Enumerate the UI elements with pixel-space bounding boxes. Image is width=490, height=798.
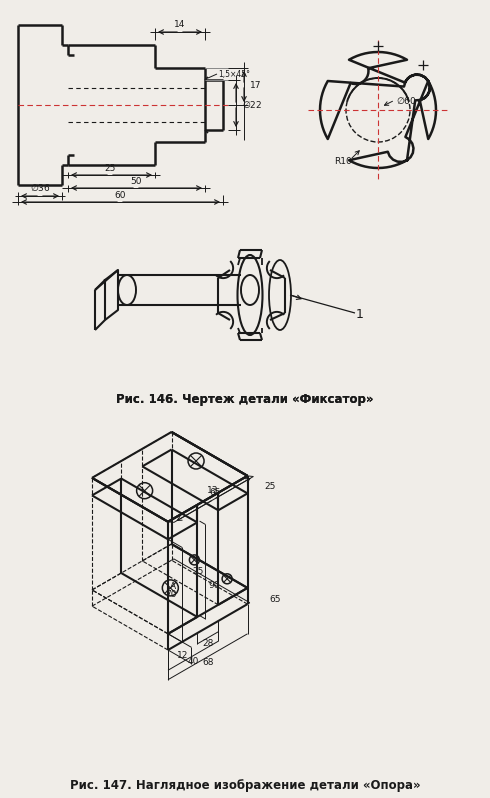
Text: 13: 13	[206, 486, 218, 496]
Text: 25: 25	[264, 482, 275, 492]
Text: R10: R10	[334, 157, 352, 167]
Text: 65: 65	[210, 488, 221, 497]
Text: 40: 40	[188, 658, 199, 666]
Text: 12: 12	[177, 651, 188, 660]
Text: 1,5×45°: 1,5×45°	[218, 70, 250, 80]
Text: 25: 25	[104, 164, 116, 173]
Text: 17: 17	[250, 81, 262, 89]
Text: 68: 68	[202, 658, 214, 667]
Text: 70: 70	[166, 591, 177, 599]
Text: Рис. 147. Наглядное изображение детали «Опора»: Рис. 147. Наглядное изображение детали «…	[70, 779, 420, 792]
Text: Рис. 146. Чертеж детали «Фиксатор»: Рис. 146. Чертеж детали «Фиксатор»	[116, 393, 374, 406]
Text: $\varnothing$22: $\varnothing$22	[242, 100, 262, 110]
Text: $\varnothing$60: $\varnothing$60	[396, 94, 416, 105]
Text: 60: 60	[114, 191, 126, 200]
Text: 90: 90	[208, 581, 220, 591]
Text: 14: 14	[174, 20, 186, 29]
Text: 65: 65	[270, 595, 281, 603]
Text: 25: 25	[192, 567, 203, 576]
Text: 50: 50	[130, 177, 142, 186]
Text: Рис. 146. Чертеж детали «Фиксатор»: Рис. 146. Чертеж детали «Фиксатор»	[116, 393, 374, 406]
Text: 28: 28	[202, 639, 214, 648]
Text: $\varnothing$36: $\varnothing$36	[30, 182, 50, 193]
Text: 1: 1	[356, 309, 364, 322]
Text: A: A	[170, 582, 176, 591]
